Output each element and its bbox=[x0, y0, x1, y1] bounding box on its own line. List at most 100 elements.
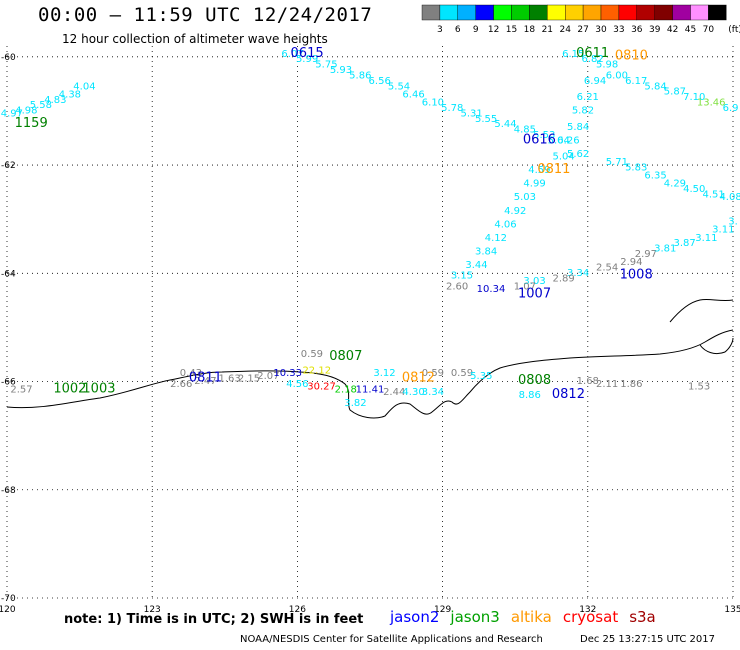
wave-height-label: 5.87 bbox=[664, 87, 686, 98]
wave-height-label: 2.66 bbox=[170, 379, 192, 390]
pass-time-label: 0808 bbox=[518, 373, 551, 388]
wave-height-label: 7.10 bbox=[683, 92, 705, 103]
wave-height-label: 6.15 bbox=[562, 49, 584, 60]
colorbar-unit-label: (ft) bbox=[728, 25, 740, 35]
wave-height-label: 3.34 bbox=[567, 268, 589, 279]
colorbar-tick-label: 36 bbox=[631, 25, 643, 35]
lon-tick-label: 132 bbox=[579, 605, 596, 615]
wave-height-label: 4.08 bbox=[719, 192, 740, 203]
wave-height-label: 5.98 bbox=[596, 60, 618, 71]
pass-time-label: 0807 bbox=[329, 349, 362, 364]
wave-height-label: 5.75 bbox=[315, 60, 337, 71]
pass-time-label: 1159 bbox=[15, 116, 48, 131]
wave-height-label: 3. bbox=[728, 217, 738, 228]
wave-height-label: 3.15 bbox=[451, 271, 473, 282]
wave-height-label: 4.29 bbox=[664, 179, 686, 190]
wave-height-label: 0.59 bbox=[451, 368, 473, 379]
pass-time-label: 0611 bbox=[576, 46, 609, 61]
wave-height-label: 3.34 bbox=[422, 387, 444, 398]
wave-height-label: 6.26 bbox=[557, 135, 579, 146]
wave-height-label: 5.44 bbox=[494, 119, 516, 130]
pass-time-label: 0615 bbox=[291, 46, 324, 61]
coastline bbox=[6, 298, 734, 419]
coastline-segment bbox=[669, 298, 734, 323]
wave-height-label: 1.07 bbox=[514, 282, 536, 293]
wave-height-label: 0.59 bbox=[422, 368, 444, 379]
wave-height-label: 5.04 bbox=[552, 152, 574, 163]
wave-height-label: 3.03 bbox=[523, 276, 545, 287]
legend-item-altika: altika bbox=[510, 608, 552, 626]
footnote: note: 1) Time is in UTC; 2) SWH is in fe… bbox=[64, 612, 364, 627]
wave-height-label: 3.84 bbox=[475, 246, 497, 257]
wave-height-label: 4.56 bbox=[286, 379, 308, 390]
wave-height-label: 3.11 bbox=[695, 233, 717, 244]
wave-height-label: 5.55 bbox=[475, 114, 497, 125]
lon-tick-label: 129 bbox=[434, 605, 451, 615]
colorbar-tick-label: 33 bbox=[613, 25, 624, 35]
pass-time-label: 0616 bbox=[523, 132, 556, 147]
colorbar-tick-label: 21 bbox=[542, 25, 553, 35]
wave-height-label: 22.12 bbox=[302, 365, 331, 376]
wave-height-label: 4.30 bbox=[402, 387, 424, 398]
lon-tick-label: 123 bbox=[144, 605, 161, 615]
map-axes: 120 123 126 129 132 135 -60 -62 -64 -66 -68 -70 bbox=[0, 53, 740, 615]
wave-height-label: 5.84 bbox=[567, 122, 589, 133]
wave-height-label: 5.86 bbox=[349, 70, 371, 81]
wave-height-label: 5.71 bbox=[606, 157, 628, 168]
page-title: 00:00 – 11:59 UTC 12/24/2017 bbox=[38, 4, 373, 26]
pass-time-label: 1008 bbox=[620, 268, 653, 283]
wave-height-label: 5.58 bbox=[30, 100, 52, 111]
wave-height-label: 5.03 bbox=[514, 192, 536, 203]
colorbar-tick-label: 45 bbox=[685, 25, 696, 35]
wave-height-label: 1.63 bbox=[219, 374, 241, 385]
credit-timestamp: Dec 25 13:27:15 UTC 2017 bbox=[580, 634, 715, 645]
wave-height-label: 3.81 bbox=[654, 244, 676, 255]
lat-tick-label: -62 bbox=[1, 161, 16, 171]
colorbar-tick-label: 18 bbox=[524, 25, 536, 35]
lon-tick-label: 126 bbox=[289, 605, 306, 615]
wave-height-label: 1.68 bbox=[577, 376, 599, 387]
wave-height-label: 0.43 bbox=[180, 368, 202, 379]
colorbar-tick-label: 70 bbox=[703, 25, 715, 35]
wave-height-label: 5.04 bbox=[548, 135, 570, 146]
wave-height-label: 4.97 bbox=[1, 108, 23, 119]
pass-time-label: 1002 bbox=[53, 381, 86, 396]
lat-tick-label: -70 bbox=[1, 594, 16, 604]
wave-height-label: 4.99 bbox=[523, 179, 545, 190]
lon-tick-label: 135 bbox=[724, 605, 740, 615]
legend-item-jason2: jason2 bbox=[390, 608, 440, 626]
wave-height-label: 1.53 bbox=[688, 382, 710, 393]
wave-height-label: 4.04 bbox=[73, 81, 95, 92]
wave-height-label: 5.84 bbox=[644, 81, 666, 92]
wave-height-label: 4.06 bbox=[494, 219, 516, 230]
wave-height-label: 6.07 bbox=[281, 49, 303, 60]
wave-height-label: 2.15 bbox=[238, 374, 260, 385]
wave-height-label: 5.82 bbox=[572, 106, 594, 117]
wave-height-label: 5.78 bbox=[441, 103, 463, 114]
wave-height-label: 2.97 bbox=[635, 249, 657, 260]
wave-height-label: 6.00 bbox=[606, 70, 628, 81]
wave-height-label: 2.11 bbox=[596, 379, 618, 390]
pass-time-label: 0811 bbox=[189, 371, 222, 386]
colorbar-tick-label: 15 bbox=[506, 25, 517, 35]
map-grid bbox=[6, 46, 734, 599]
wave-height-label: 5.93 bbox=[330, 65, 352, 76]
wave-height-label: 2.94 bbox=[620, 257, 642, 268]
wave-height-label: 10.33 bbox=[273, 368, 302, 379]
wave-height-label: 2.44 bbox=[383, 387, 405, 398]
wave-height-label: 3.11 bbox=[712, 225, 734, 236]
colorbar-tick-label: 9 bbox=[473, 25, 479, 35]
wave-height-label: 5.83 bbox=[625, 162, 647, 173]
wave-height-label: 4.51 bbox=[703, 190, 725, 201]
colorbar-tick-label: 3 bbox=[437, 25, 443, 35]
wave-height-label: 6.46 bbox=[402, 89, 424, 100]
observations-layer: 6.075.995.755.935.866.565.546.466.105.78… bbox=[1, 49, 740, 409]
page-subtitle: 12 hour collection of altimeter wave hei… bbox=[62, 32, 328, 46]
wave-height-label: 6.82 bbox=[582, 54, 604, 65]
legend-item-s3a: s3a bbox=[629, 608, 656, 626]
wave-height-label: 5.53 bbox=[533, 130, 555, 141]
colorbar-tick-label: 12 bbox=[488, 25, 499, 35]
colorbar-tick-label: 39 bbox=[649, 25, 661, 35]
